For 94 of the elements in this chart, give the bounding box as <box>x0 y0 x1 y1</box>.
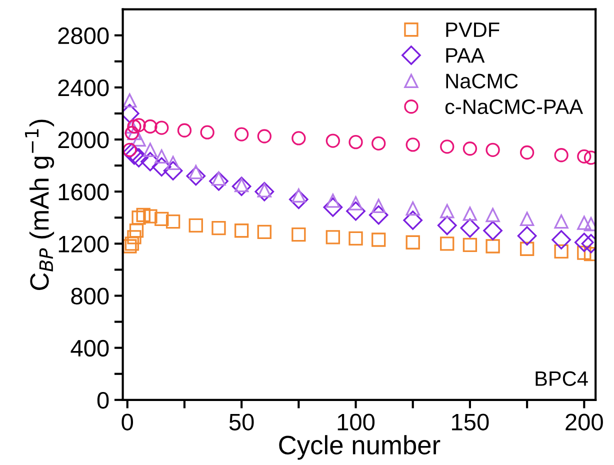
point <box>554 148 568 162</box>
x-tick-label: 150 <box>452 414 489 430</box>
point <box>554 244 568 259</box>
point <box>154 149 169 164</box>
y-tick-label: 1200 <box>58 236 109 252</box>
point <box>460 218 480 238</box>
x-tick-label: 50 <box>229 414 254 430</box>
legend-label: PAA <box>446 48 485 63</box>
point <box>577 149 592 164</box>
point <box>346 201 366 221</box>
y-tick-label: 1600 <box>58 184 109 200</box>
point <box>143 119 158 134</box>
point <box>143 142 158 157</box>
point <box>552 230 571 250</box>
point <box>234 224 249 238</box>
point <box>136 208 150 222</box>
point <box>186 166 206 186</box>
legend-label: c-NaCMC-PAA <box>445 99 584 114</box>
point <box>257 224 272 240</box>
y-tick-label: 2000 <box>58 132 109 148</box>
point <box>124 236 140 251</box>
point <box>520 242 534 256</box>
point <box>372 232 386 247</box>
point <box>152 157 172 177</box>
point <box>462 142 478 156</box>
point <box>462 238 478 252</box>
point <box>406 201 420 216</box>
point <box>129 224 144 238</box>
x-tick-label: 100 <box>338 414 375 430</box>
y-tick-label: 0 <box>97 392 109 409</box>
y-tick-label: 2400 <box>58 79 109 96</box>
point <box>486 142 500 157</box>
point <box>292 227 306 242</box>
point <box>437 216 457 236</box>
point <box>200 125 214 140</box>
point <box>122 93 137 108</box>
point <box>517 226 537 246</box>
point <box>132 210 146 225</box>
point <box>348 135 363 150</box>
y-tick-label: 2800 <box>58 27 109 44</box>
point <box>143 209 158 224</box>
point <box>577 216 592 230</box>
point <box>520 212 534 226</box>
y-tick-label: 800 <box>71 288 109 305</box>
point <box>212 220 226 236</box>
point <box>232 176 252 196</box>
point <box>486 208 500 222</box>
point <box>520 145 534 160</box>
legend-label: NaCMC <box>446 74 518 88</box>
point <box>140 152 160 172</box>
point <box>348 196 363 210</box>
point <box>372 136 386 150</box>
point <box>254 182 274 202</box>
annotation: BPC4 <box>536 371 588 386</box>
x-tick-label: 0 <box>122 414 134 430</box>
point <box>163 161 183 180</box>
point <box>292 131 306 146</box>
point <box>132 132 146 147</box>
point <box>368 205 388 225</box>
point <box>132 118 146 132</box>
point <box>166 156 180 170</box>
point <box>574 232 594 252</box>
point <box>348 231 363 246</box>
legend-label: PVDF <box>446 22 500 37</box>
point <box>209 171 228 191</box>
y-tick-label: 400 <box>70 340 109 357</box>
point <box>440 236 454 251</box>
point <box>323 198 343 217</box>
point <box>188 218 203 233</box>
point <box>406 138 420 152</box>
point <box>129 148 148 168</box>
point <box>462 206 478 221</box>
point <box>154 120 169 135</box>
point <box>440 140 454 154</box>
point <box>257 129 272 144</box>
point <box>577 246 592 260</box>
point <box>440 204 454 218</box>
point <box>486 239 500 254</box>
point <box>403 210 423 230</box>
point <box>554 214 568 229</box>
point <box>288 190 308 210</box>
y-axis-title: C$_{BP}$ (mAh g$^{−1}$) <box>25 120 54 290</box>
point <box>177 123 192 138</box>
point <box>154 212 169 226</box>
point <box>166 214 180 229</box>
point <box>483 220 502 240</box>
point <box>127 230 142 244</box>
point <box>406 235 420 250</box>
point <box>326 134 340 148</box>
point <box>326 230 340 244</box>
point <box>234 127 249 142</box>
x-axis-title: Cycle number <box>279 435 440 460</box>
x-tick-label: 200 <box>566 414 603 430</box>
point <box>372 198 386 213</box>
